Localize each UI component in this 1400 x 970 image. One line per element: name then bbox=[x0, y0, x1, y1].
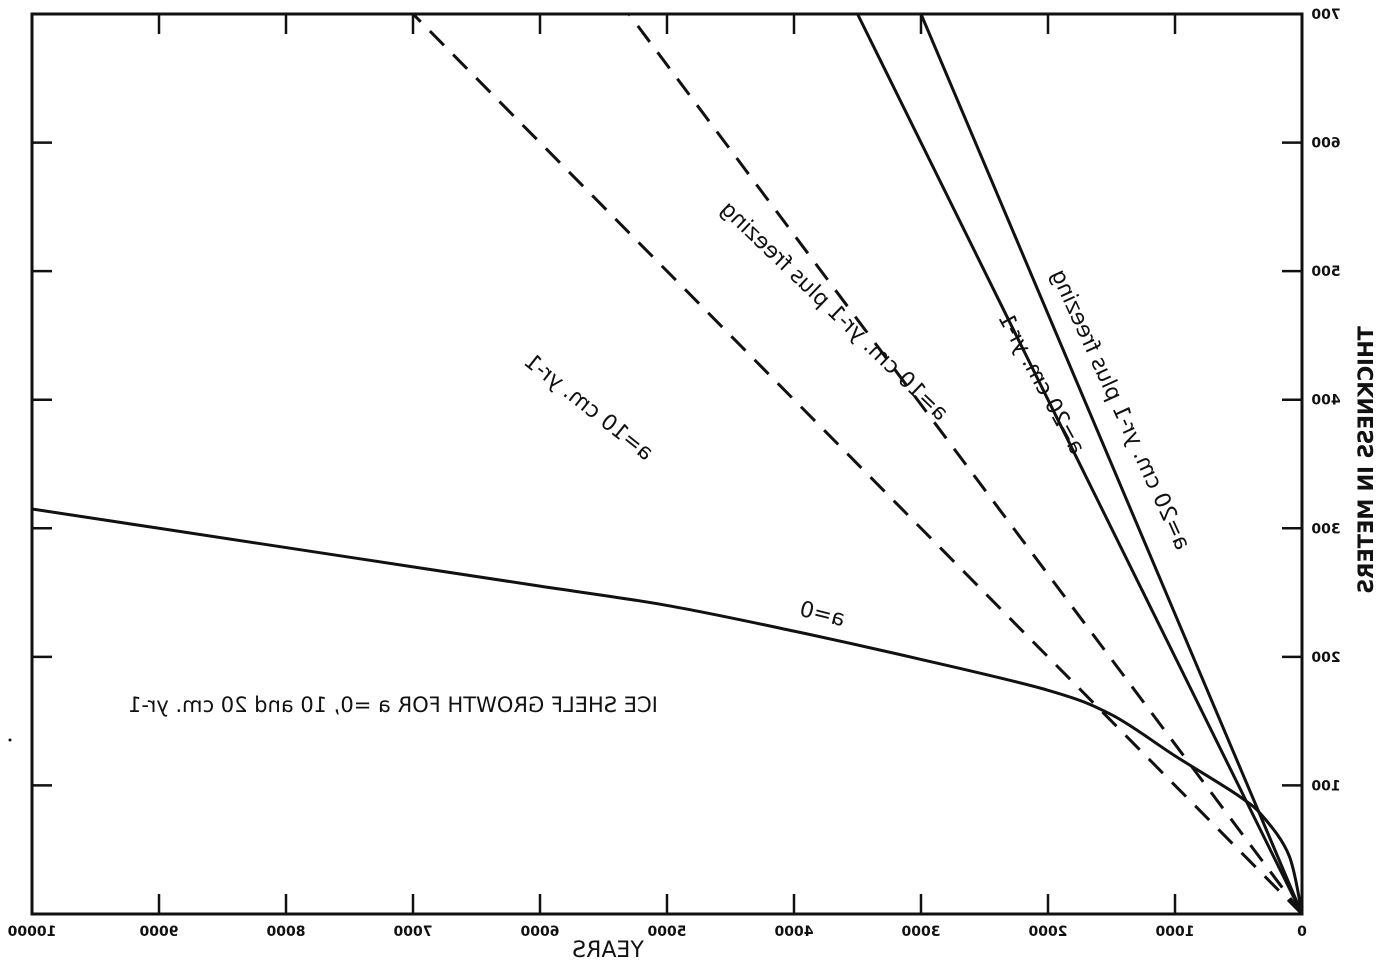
x-tick-label: 8000 bbox=[266, 924, 305, 940]
series-lines bbox=[32, 14, 1302, 914]
y-axis-label: THICKNESS IN METERS bbox=[1354, 326, 1378, 594]
series-line bbox=[411, 14, 1302, 914]
y-tick-label: 400 bbox=[1311, 393, 1340, 409]
y-tick-label: 100 bbox=[1311, 778, 1340, 794]
chart-title: ICE SHELF GROWTH FOR a =0, 10 and 20 cm.… bbox=[128, 693, 658, 717]
scan-mark bbox=[8, 738, 12, 742]
x-tick-label: 3000 bbox=[901, 924, 940, 940]
x-tick-label: 0 bbox=[1297, 924, 1307, 940]
y-tick-label: 600 bbox=[1311, 136, 1340, 152]
plot-frame bbox=[8, 12, 1304, 916]
x-tick-label: 9000 bbox=[139, 924, 178, 940]
series-line bbox=[856, 14, 1302, 914]
y-tick-label: 500 bbox=[1311, 264, 1340, 280]
x-tick-label: 6000 bbox=[520, 924, 559, 940]
chart-text: ICE SHELF GROWTH FOR a =0, 10 and 20 cm.… bbox=[128, 326, 1378, 963]
series-annotation: a=10 cm. yr-1 plus freezing bbox=[715, 197, 953, 426]
series-line bbox=[919, 14, 1302, 914]
x-tick-label: 1000 bbox=[1155, 924, 1194, 940]
x-tick-label: 10000 bbox=[7, 924, 56, 940]
y-tick-label: 700 bbox=[1311, 7, 1340, 23]
y-tick-label: 300 bbox=[1311, 521, 1340, 537]
series-annotations: a=0 a=10 cm. yr-1 a=10 cm. yr-1 plus freez… bbox=[519, 197, 1194, 633]
x-tick-label: 4000 bbox=[774, 924, 813, 940]
series-line bbox=[32, 507, 1302, 914]
axis-ticks: 0 1000 2000 3000 4000 5000 6000 7000 8000 9000 100… bbox=[7, 7, 1340, 940]
series-annotation: a=10 cm. yr-1 bbox=[519, 349, 658, 466]
y-tick-label: 200 bbox=[1311, 650, 1340, 666]
x-tick-label: 7000 bbox=[393, 924, 432, 940]
x-tick-label: 5000 bbox=[647, 924, 686, 940]
series-annotation: a=0 bbox=[797, 597, 848, 632]
series-line bbox=[627, 14, 1302, 914]
x-tick-label: 2000 bbox=[1028, 924, 1067, 940]
x-axis-label: YEARS bbox=[572, 938, 645, 963]
